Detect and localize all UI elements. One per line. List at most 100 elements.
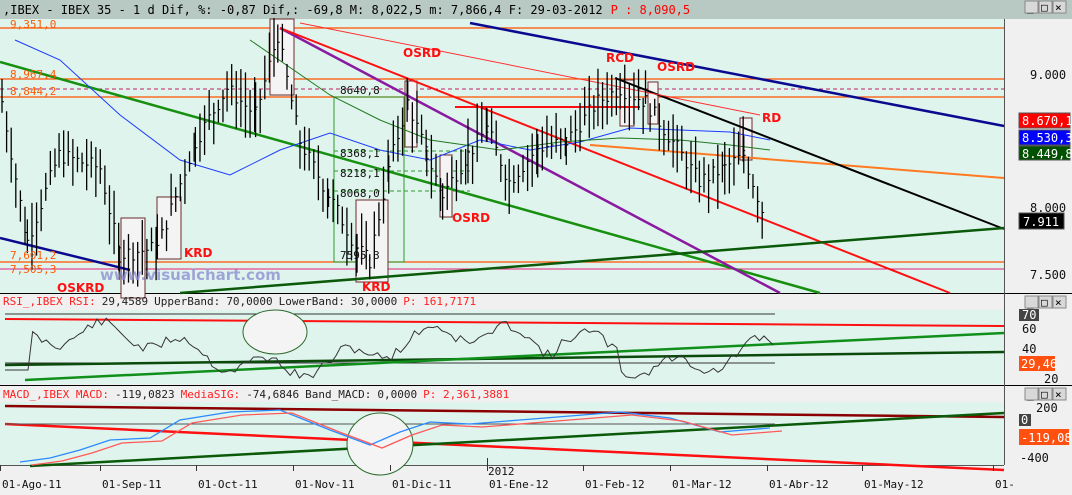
price-bar [15,163,18,208]
price-bar [217,99,221,123]
price-bar [570,115,573,141]
price-bar [127,234,131,283]
rsi-line [5,317,774,379]
price-bar [721,151,725,183]
price-bar [728,148,732,194]
trend-line [0,236,131,272]
price-bar [295,94,299,125]
axis-tick-label: 7.500 [1030,268,1066,282]
price-bar [281,23,285,62]
macd-sig: -74,6846 [246,388,299,401]
year-marker: 2012 [488,465,515,478]
price-bar [222,89,225,123]
close-button[interactable]: × [1052,295,1067,309]
price-bar [72,138,75,186]
rsi-lower: 30,0000 [351,295,397,308]
price-bar [188,151,192,172]
price-tag-black: 7.911 [1018,212,1065,230]
trend-line [299,22,761,116]
price-bar [500,154,503,182]
pattern-annotation: OSKRD [57,281,104,295]
date-label: 01-Mar-12 [672,478,732,491]
price-bar [235,71,239,129]
pattern-box [739,117,753,161]
price-bar [642,97,646,135]
maximize-button[interactable]: □ [1038,387,1053,401]
price-bar [290,84,294,110]
price-bar [654,98,657,116]
price-bar [606,72,610,125]
rsi-trend-line [4,318,1005,327]
price-bar [707,164,711,214]
minimize-button[interactable]: _ [1024,387,1039,401]
macd-plot [4,404,1005,476]
minimize-icon-glyph: _ [1027,296,1034,309]
price-bar [712,158,716,184]
close-icon-glyph: × [1055,388,1062,401]
price-plot [0,18,1005,299]
pattern-annotation: OSRD [452,211,490,225]
price-bar [685,151,689,190]
price-bar [633,72,636,125]
close-button[interactable]: × [1052,0,1067,14]
trend-line [279,27,951,294]
price-bar [150,227,154,252]
price-bar [531,133,535,187]
price-tag-red: 8.670,1 [1018,112,1072,129]
maximize-icon-glyph: □ [1041,296,1048,309]
macd-p: P: 2,361,3881 [423,388,509,401]
price-bar [411,102,415,153]
price-bar [313,149,316,180]
price-bar [90,141,94,178]
watermark: www.visualchart.com [100,266,281,284]
price-bar [19,190,23,222]
price-bar [382,166,386,224]
rsi-trend-line [4,350,1005,367]
price-pane[interactable] [0,19,1004,293]
price-bar [747,156,751,189]
level-label: 7,601,2 [10,249,56,262]
price-bar [446,172,450,210]
price-bar [426,149,429,177]
price-bar [481,102,484,143]
price-bar [522,154,525,183]
price-bar [1,78,4,113]
date-label: 01-Abr-12 [769,478,829,491]
date-label: 01-May-12 [864,478,924,491]
price-bar [378,202,381,237]
maximize-button[interactable]: □ [1038,0,1053,14]
price-bar [717,144,720,209]
macd-sig-label: MediaSIG: [181,388,241,401]
pattern-box [647,81,659,125]
rsi-upper-label: UpperBand: [154,295,220,308]
date-label: 01-Oct-11 [198,478,258,491]
pattern-annotation: KRD [362,280,391,294]
trend-line [469,21,1005,128]
price-bar [743,135,746,174]
price-bar [10,127,14,183]
close-button[interactable]: × [1052,387,1067,401]
price-bar [137,241,140,287]
price-bar [565,136,569,165]
price-bar [184,159,187,205]
price-bar [388,155,391,194]
maximize-icon [1038,295,1053,309]
price-bar [58,133,62,168]
axis-tick-label: 9.000 [1030,68,1066,82]
minimize-button[interactable]: _ [1024,0,1039,14]
macd-name: MACD_,IBEX MACD: [3,388,109,401]
price-bar [199,113,202,162]
minimize-icon-glyph: _ [1027,388,1034,401]
price-bar [369,254,372,280]
price-bar [273,18,276,77]
maximize-button[interactable]: □ [1038,295,1053,309]
price-bar [322,178,325,212]
macd-tag-0: 0 [1019,413,1031,427]
minimize-button[interactable]: _ [1024,295,1039,309]
macd-value: -119,0823 [115,388,175,401]
price-bar [737,131,741,165]
price-bar [624,64,627,124]
price-bar [277,24,280,63]
price-bar [118,245,122,280]
